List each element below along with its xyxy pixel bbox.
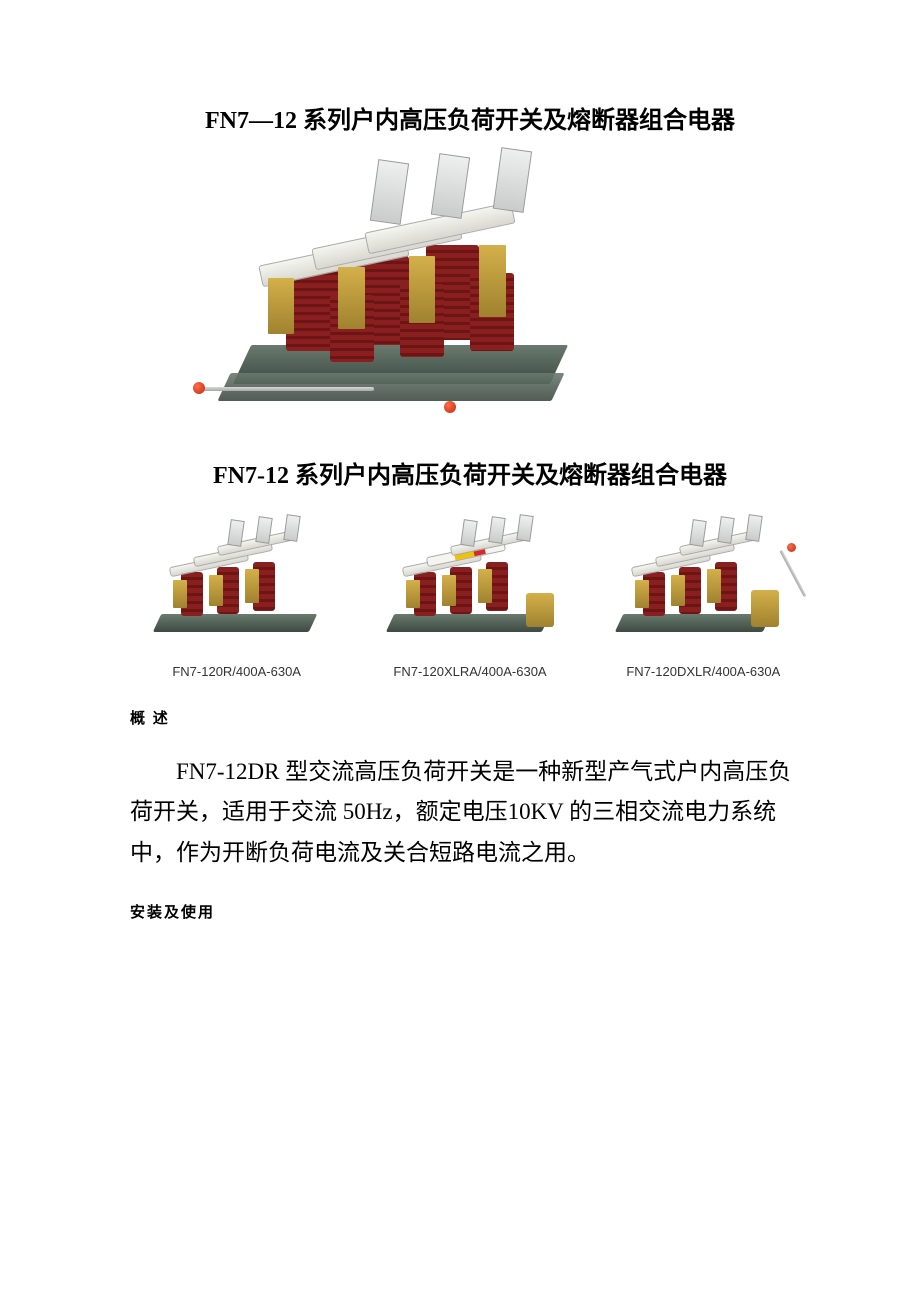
variant-2-label: FN7-120XLRA/400A-630A xyxy=(393,664,546,679)
variant-3-label: FN7-120DXLR/400A-630A xyxy=(626,664,780,679)
install-heading: 安装及使用 xyxy=(130,901,810,922)
hero-product-image xyxy=(180,155,620,435)
variant-2-image xyxy=(370,520,570,650)
variant-3-image xyxy=(603,520,803,650)
variant-2: FN7-120XLRA/400A-630A xyxy=(363,520,576,679)
product-variant-row: FN7-120R/400A-630A xyxy=(130,520,810,679)
variant-1: FN7-120R/400A-630A xyxy=(130,520,343,679)
variant-3: FN7-120DXLR/400A-630A xyxy=(597,520,810,679)
page-title: FN7—12 系列户内高压负荷开关及熔断器组合电器 xyxy=(130,100,810,135)
variant-1-label: FN7-120R/400A-630A xyxy=(172,664,301,679)
overview-heading: 概 述 xyxy=(130,707,810,728)
sub-title: FN7-12 系列户内高压负荷开关及熔断器组合电器 xyxy=(130,455,810,490)
overview-body: FN7-12DR 型交流高压负荷开关是一种新型产气式户内高压负荷开关，适用于交流… xyxy=(130,752,810,873)
variant-1-image xyxy=(137,520,337,650)
